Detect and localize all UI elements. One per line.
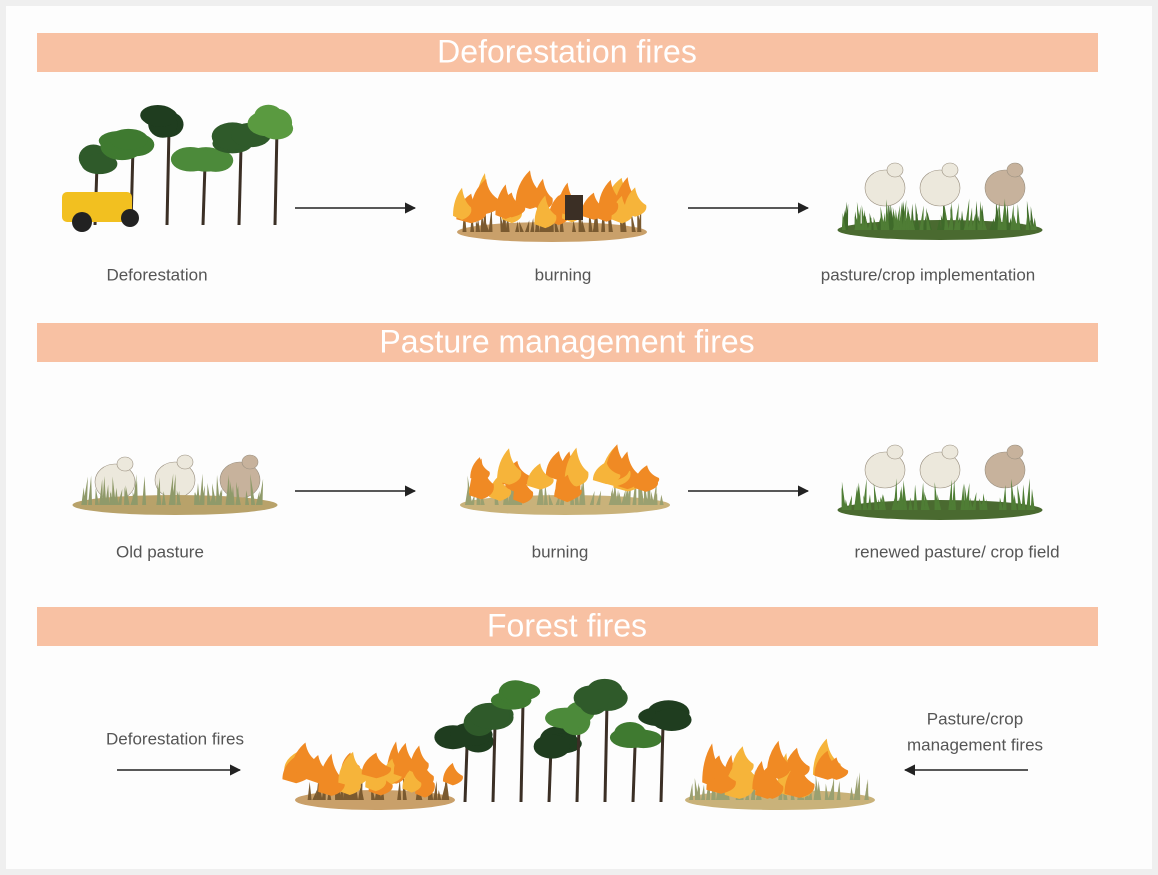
tree-crown <box>142 106 178 126</box>
tree-crown <box>652 709 692 731</box>
source-label: Pasture/crop <box>927 709 1023 728</box>
tree-trunk <box>633 747 635 802</box>
tree-trunk <box>605 703 607 802</box>
cow-head <box>177 455 193 469</box>
source-label: management fires <box>907 735 1043 754</box>
tree-trunk <box>203 165 205 225</box>
tree-crown <box>610 727 653 748</box>
tree-crown <box>548 708 588 729</box>
cow-head <box>887 163 903 177</box>
tree-crown <box>109 129 148 150</box>
cow-head <box>242 455 258 469</box>
section-title: Deforestation fires <box>437 33 697 69</box>
tree-trunk <box>167 129 169 225</box>
step-label: pasture/crop implementation <box>821 265 1036 284</box>
tree-trunk <box>493 725 495 802</box>
tree-trunk <box>577 725 579 802</box>
step-label: burning <box>535 265 592 284</box>
section-title: Pasture management fires <box>379 323 754 359</box>
section-title: Forest fires <box>487 607 647 643</box>
cow-head <box>887 445 903 459</box>
tree-trunk <box>465 747 467 802</box>
cow-head <box>1007 163 1023 177</box>
cow-head <box>942 163 958 177</box>
tree-trunk <box>661 725 663 802</box>
tree-trunk <box>521 703 523 802</box>
step-label: renewed pasture/ crop field <box>854 542 1059 561</box>
source-label: Deforestation fires <box>106 729 244 748</box>
tree-crown <box>574 685 610 710</box>
stump <box>565 195 583 220</box>
wheel <box>72 212 92 232</box>
tree-trunk <box>239 147 241 225</box>
step-label: Deforestation <box>106 265 207 284</box>
cow-head <box>942 445 958 459</box>
wheel <box>121 209 139 227</box>
cow-head <box>117 457 133 471</box>
tree-trunk <box>275 129 277 225</box>
cow-head <box>1007 445 1023 459</box>
tree-crown <box>534 734 571 758</box>
step-label: Old pasture <box>116 542 204 561</box>
step-label: burning <box>532 542 589 561</box>
diagram: Deforestation fires Pasture management f… <box>0 0 1158 875</box>
tree-crown <box>263 109 292 137</box>
tree-crown <box>502 682 534 701</box>
